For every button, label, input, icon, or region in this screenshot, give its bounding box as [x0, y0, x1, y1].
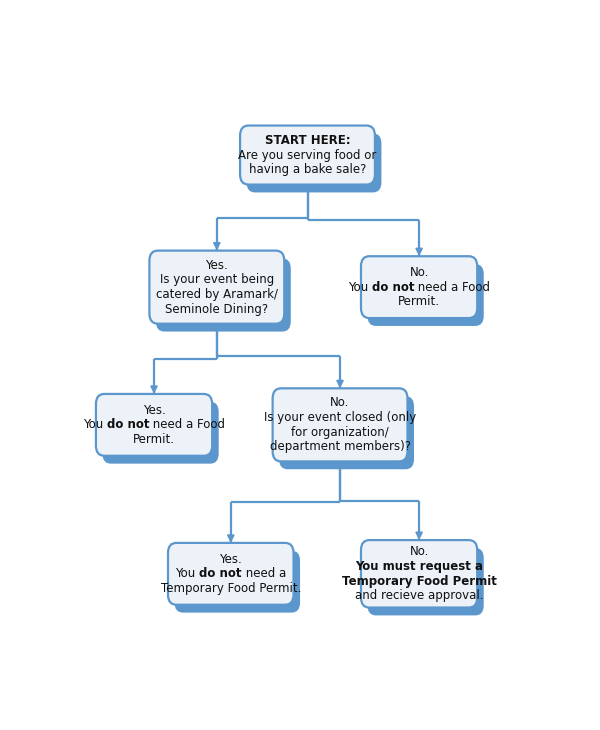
Text: You must request a: You must request a	[355, 560, 483, 573]
Text: need a: need a	[242, 567, 286, 580]
Text: Is your event being: Is your event being	[160, 273, 274, 286]
Text: Yes.: Yes.	[143, 404, 166, 417]
FancyBboxPatch shape	[247, 134, 382, 193]
FancyBboxPatch shape	[367, 264, 484, 326]
Text: Temporary Food Permit: Temporary Food Permit	[341, 575, 497, 588]
FancyBboxPatch shape	[149, 250, 284, 323]
Text: department members)?: department members)?	[269, 440, 410, 453]
Text: Is your event closed (only: Is your event closed (only	[264, 411, 416, 424]
Text: need a Food: need a Food	[415, 280, 490, 293]
Text: No.: No.	[409, 266, 429, 279]
FancyBboxPatch shape	[103, 402, 218, 464]
Text: START HERE:: START HERE:	[265, 134, 350, 147]
Text: having a bake sale?: having a bake sale?	[249, 164, 366, 176]
Text: Permit.: Permit.	[133, 433, 175, 446]
FancyBboxPatch shape	[272, 388, 407, 461]
Text: do not: do not	[107, 418, 149, 431]
Text: and recieve approval.: and recieve approval.	[355, 589, 484, 602]
Text: for organization/: for organization/	[291, 426, 389, 439]
FancyBboxPatch shape	[279, 396, 414, 469]
FancyBboxPatch shape	[175, 550, 300, 612]
FancyBboxPatch shape	[240, 126, 375, 185]
FancyBboxPatch shape	[367, 548, 484, 615]
Text: You: You	[175, 567, 199, 580]
Text: Seminole Dining?: Seminole Dining?	[165, 302, 268, 315]
Text: You: You	[348, 280, 372, 293]
FancyBboxPatch shape	[361, 540, 477, 607]
Text: do not: do not	[199, 567, 242, 580]
Text: Yes.: Yes.	[205, 258, 228, 272]
FancyBboxPatch shape	[96, 394, 212, 456]
Text: Temporary Food Permit.: Temporary Food Permit.	[161, 582, 301, 595]
Text: No.: No.	[409, 545, 429, 558]
Text: Yes.: Yes.	[220, 553, 242, 566]
Text: No.: No.	[331, 396, 350, 410]
FancyBboxPatch shape	[168, 543, 293, 604]
Text: Permit.: Permit.	[398, 295, 440, 308]
Text: do not: do not	[372, 280, 415, 293]
Text: catered by Aramark/: catered by Aramark/	[156, 288, 278, 301]
Text: need a Food: need a Food	[149, 418, 226, 431]
FancyBboxPatch shape	[156, 258, 291, 331]
FancyBboxPatch shape	[361, 256, 477, 318]
Text: You: You	[83, 418, 107, 431]
Text: Are you serving food or: Are you serving food or	[238, 148, 377, 161]
